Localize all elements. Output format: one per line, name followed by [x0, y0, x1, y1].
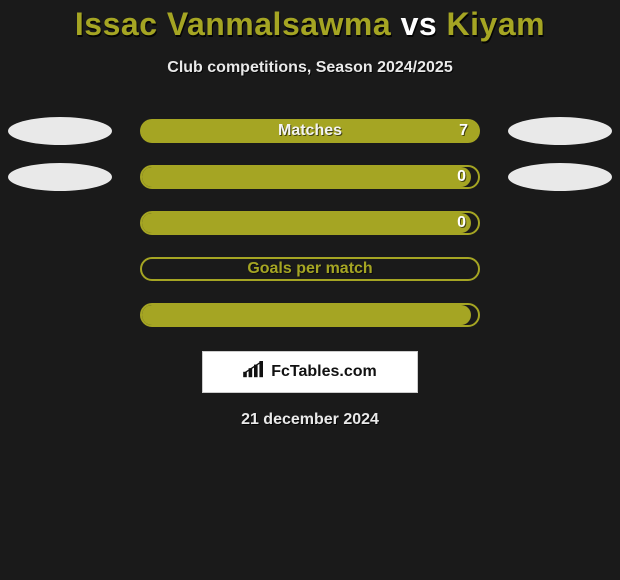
stat-label: Matches — [278, 122, 342, 140]
stat-bar: Matches 7 — [140, 119, 480, 143]
stat-bar: Hattricks0 — [140, 211, 480, 235]
player2-ellipse — [508, 117, 612, 145]
stats-list: Matches 7 Goals0 Hattricks0 Goals per match M… — [0, 119, 620, 327]
page-title: Issac Vanmalsawma vs Kiyam — [75, 6, 545, 43]
date-text: 21 december 2024 — [241, 411, 379, 429]
comparison-card: Issac Vanmalsawma vs Kiyam Club competit… — [0, 0, 620, 429]
stat-row: Min per goal — [0, 303, 620, 327]
player2-name: Kiyam — [447, 6, 546, 42]
stat-value: 7 — [459, 122, 468, 140]
bar-chart-icon — [243, 361, 265, 384]
stat-value: 0 — [457, 168, 466, 186]
player1-ellipse — [8, 163, 112, 191]
stat-bar-fill — [142, 305, 471, 325]
source-logo: FcTables.com — [202, 351, 418, 393]
stat-value: 0 — [457, 214, 466, 232]
stat-bar: Min per goal — [140, 303, 480, 327]
stat-bar-fill — [142, 213, 471, 233]
player2-ellipse — [508, 163, 612, 191]
stat-bar: Goals per match — [140, 257, 480, 281]
stat-row: Hattricks0 — [0, 211, 620, 235]
stat-row: Matches 7 — [0, 119, 620, 143]
stat-row: Goals0 — [0, 165, 620, 189]
stat-bar-fill — [142, 167, 471, 187]
subtitle: Club competitions, Season 2024/2025 — [167, 59, 452, 77]
vs-text: vs — [401, 6, 438, 42]
logo-text: FcTables.com — [271, 363, 377, 381]
stat-bar: Goals0 — [140, 165, 480, 189]
player1-name: Issac Vanmalsawma — [75, 6, 391, 42]
player1-ellipse — [8, 117, 112, 145]
stat-label: Goals per match — [247, 260, 372, 278]
stat-row: Goals per match — [0, 257, 620, 281]
